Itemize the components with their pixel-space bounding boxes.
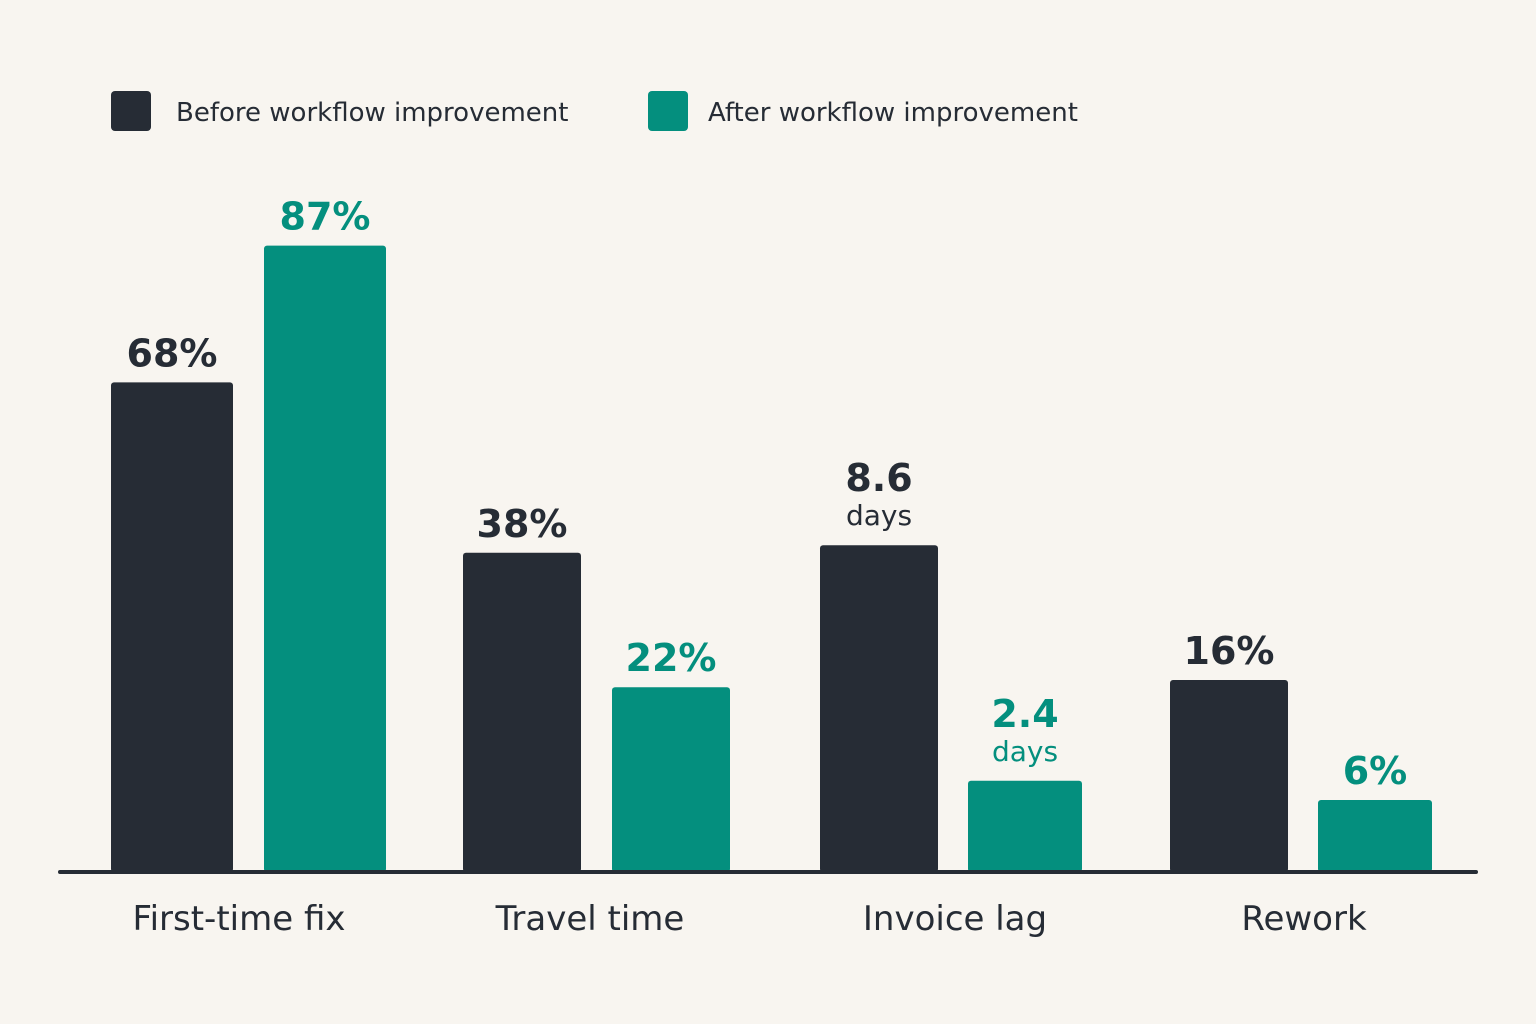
value-label-before-1: 38% [477,502,568,546]
legend: Before workflow improvement After workflo… [111,91,1078,131]
value-label-before-3: 16% [1184,629,1275,673]
legend-swatch-after [648,91,688,131]
value-label-after-1: 22% [626,636,717,680]
value-label-before-0: 68% [127,331,218,375]
bar-after-0 [264,245,386,873]
bar-after-3 [1318,800,1432,872]
legend-label-after: After workflow improvement [708,98,1078,128]
value-label-after-2: 2.4 [991,692,1058,736]
legend-swatch-before [111,91,151,131]
value-label-after-0: 87% [280,195,371,239]
category-label-0: First-time fix [133,899,346,939]
bar-before-0 [111,382,233,872]
bar-before-1 [463,552,581,872]
bar-before-2 [820,545,938,872]
bar-after-2 [968,780,1082,872]
bar-before-3 [1170,680,1288,872]
unit-label-before-2: days [846,499,912,532]
unit-label-after-2: days [992,735,1058,768]
legend-label-before: Before workflow improvement [176,98,568,128]
category-labels: First-time fix Travel time Invoice lag Rewo… [133,899,1367,939]
category-label-1: Travel time [495,899,685,939]
value-label-before-2: 8.6 [845,456,912,500]
value-label-after-3: 6% [1343,749,1408,793]
bars [111,245,1432,873]
bar-after-1 [612,687,730,872]
category-label-2: Invoice lag [863,899,1047,939]
category-label-3: Rework [1241,899,1367,939]
